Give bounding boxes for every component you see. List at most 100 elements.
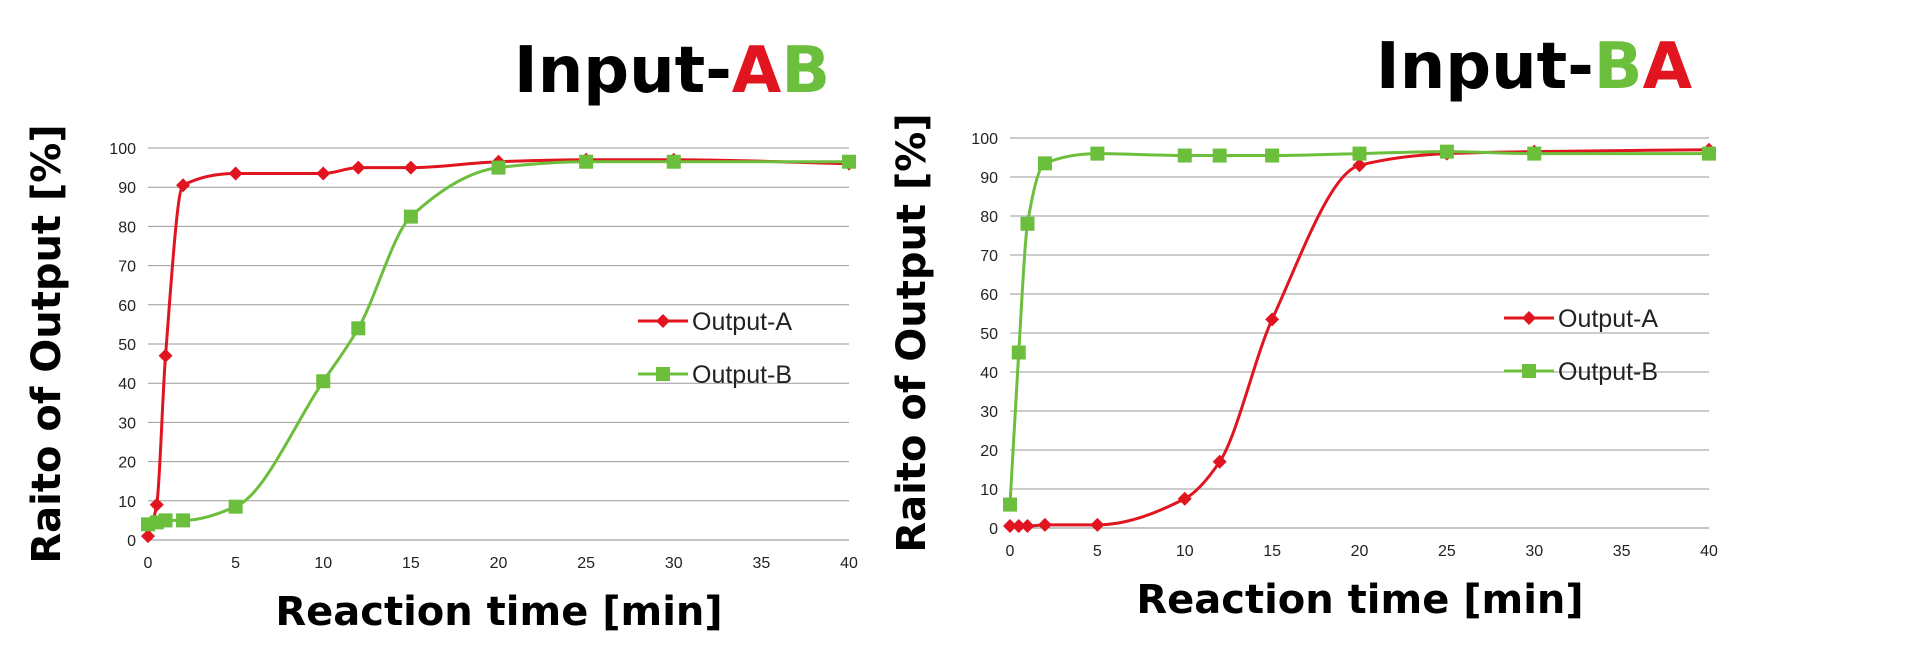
x-tick-label: 40 — [840, 555, 858, 572]
data-point-output-b — [176, 513, 191, 528]
x-tick-label: 35 — [1613, 543, 1631, 560]
data-point-output-a — [1011, 519, 1026, 534]
y-tick-label: 100 — [109, 141, 136, 158]
data-point-output-a — [1265, 312, 1280, 327]
data-point-output-b — [1527, 146, 1542, 161]
x-tick-label: 5 — [1093, 543, 1102, 560]
data-point-output-b — [1702, 146, 1716, 161]
x-tick-label: 15 — [402, 555, 420, 572]
chart-title-part: B — [1594, 30, 1643, 104]
y-tick-label: 70 — [118, 259, 136, 276]
y-tick-label: 60 — [118, 298, 136, 315]
data-point-output-b — [842, 154, 856, 169]
x-tick-label: 15 — [1263, 543, 1281, 560]
y-tick-label: 70 — [980, 248, 998, 265]
legend-marker — [1522, 311, 1536, 325]
x-tick-label: 10 — [1176, 543, 1194, 560]
legend-marker — [656, 314, 670, 328]
data-point-output-b — [1352, 146, 1367, 161]
data-point-output-a — [351, 160, 366, 175]
data-point-output-a — [149, 497, 164, 512]
data-point-output-b — [1177, 148, 1192, 163]
data-point-output-a — [1352, 158, 1367, 173]
data-point-output-a — [1037, 517, 1052, 532]
x-tick-label: 30 — [1525, 543, 1543, 560]
data-point-output-b — [666, 154, 681, 169]
y-tick-label: 50 — [118, 337, 136, 354]
y-tick-label: 90 — [118, 180, 136, 197]
chart-title: Input-BA — [1376, 30, 1693, 104]
x-tick-label: 10 — [314, 555, 332, 572]
x-tick-label: 25 — [1438, 543, 1456, 560]
data-point-output-a — [316, 166, 331, 181]
x-tick-label: 20 — [1351, 543, 1369, 560]
x-tick-label: 40 — [1700, 543, 1718, 560]
data-point-output-a — [403, 160, 418, 175]
data-point-output-a — [1003, 519, 1017, 534]
legend-label: Output-B — [692, 361, 792, 389]
chart-title-part: B — [781, 34, 830, 108]
data-point-output-b — [158, 513, 173, 528]
series-line-output-a — [1009, 148, 1710, 528]
x-tick-label: 35 — [752, 555, 770, 572]
data-point-output-b — [1212, 148, 1227, 163]
data-point-output-b — [1090, 146, 1105, 161]
legend-marker — [1522, 364, 1536, 378]
y-tick-label: 80 — [118, 219, 136, 236]
chart-title-prefix: Input- — [1376, 30, 1594, 104]
y-tick-label: 30 — [118, 415, 136, 432]
y-tick-label: 30 — [980, 404, 998, 421]
x-tick-label: 0 — [144, 555, 153, 572]
chart-1: Input-AB 0 10 20 30 40 50 60 70 80 90 100 0 5 10 15 20 25… — [24, 34, 858, 635]
x-tick-label: 30 — [665, 555, 683, 572]
data-point-output-a — [1020, 519, 1035, 534]
y-tick-label: 10 — [980, 482, 998, 499]
chart-title-prefix: Input- — [514, 34, 732, 108]
legend-label: Output-A — [1558, 305, 1658, 333]
x-tick-label: 25 — [577, 555, 595, 572]
data-point-output-a — [141, 529, 155, 544]
legend-label: Output-A — [692, 308, 792, 336]
data-point-output-b — [1011, 345, 1026, 360]
y-tick-label: 20 — [980, 443, 998, 460]
x-tick-label: 5 — [231, 555, 240, 572]
y-tick-label: 0 — [127, 533, 136, 550]
y-axis-label: Raito of Output [%] — [24, 124, 70, 563]
x-axis-label: Reaction time [min] — [275, 589, 722, 635]
chart-title: Input-AB — [514, 34, 830, 108]
data-point-output-b — [1020, 216, 1035, 231]
chart-title-part: A — [1643, 30, 1693, 104]
y-tick-label: 10 — [118, 494, 136, 511]
y-tick-label: 40 — [980, 365, 998, 382]
y-tick-label: 60 — [980, 287, 998, 304]
y-tick-label: 80 — [980, 209, 998, 226]
data-point-output-a — [228, 166, 243, 181]
y-tick-label: 90 — [980, 170, 998, 187]
chart-title-part: A — [732, 34, 782, 108]
data-point-output-a — [1212, 454, 1227, 469]
data-point-output-a — [158, 348, 173, 363]
y-axis-label: Raito of Output [%] — [889, 113, 935, 552]
series-line-output-b — [1008, 150, 1709, 505]
series-line-output-a — [146, 158, 850, 537]
data-point-output-b — [316, 374, 331, 389]
data-point-output-b — [403, 209, 418, 224]
data-point-output-b — [1003, 497, 1017, 512]
y-tick-label: 100 — [971, 131, 998, 148]
data-point-output-a — [1177, 491, 1192, 506]
x-tick-label: 0 — [1006, 543, 1015, 560]
data-point-output-b — [1265, 148, 1280, 163]
data-point-output-a — [1090, 517, 1105, 532]
legend-label: Output-B — [1558, 358, 1658, 386]
data-point-output-a — [176, 178, 191, 193]
data-point-output-b — [1037, 156, 1052, 171]
x-tick-label: 20 — [490, 555, 508, 572]
x-axis-label: Reaction time [min] — [1136, 577, 1583, 623]
data-point-output-b — [1439, 144, 1454, 159]
y-tick-label: 40 — [118, 376, 136, 393]
y-tick-label: 50 — [980, 326, 998, 343]
legend-marker — [656, 367, 670, 381]
data-point-output-b — [351, 321, 366, 336]
data-point-output-b — [228, 499, 243, 514]
